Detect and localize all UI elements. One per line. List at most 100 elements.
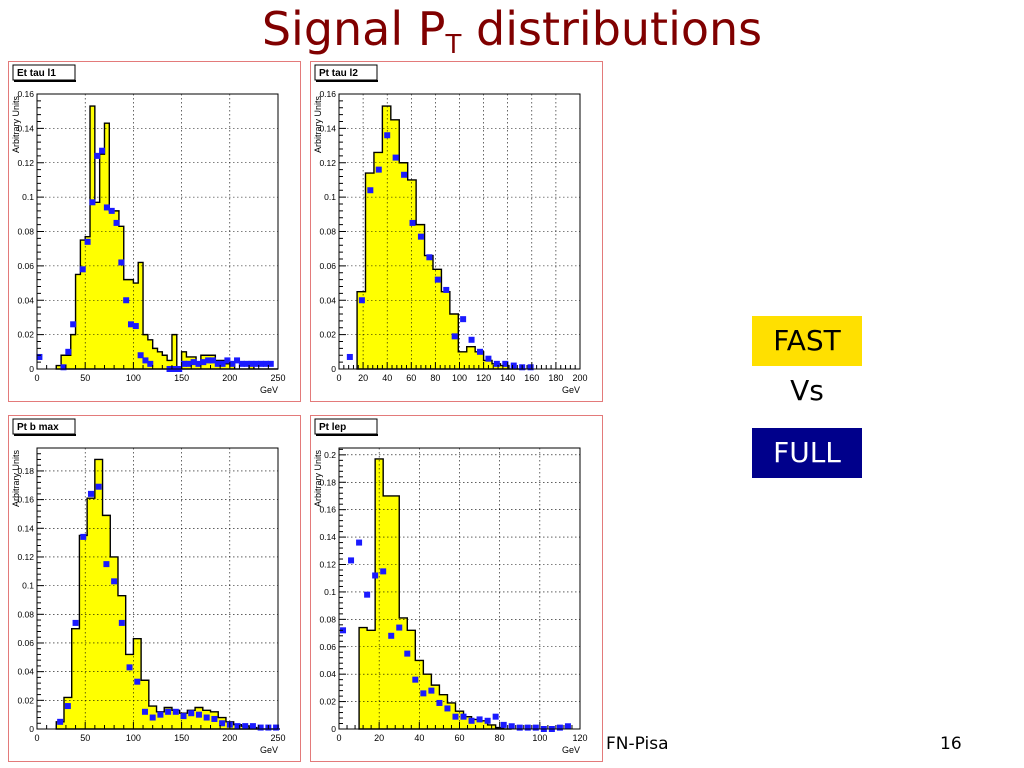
data-point-full (443, 286, 450, 293)
data-point-full (508, 723, 515, 730)
data-point-full (132, 323, 139, 330)
y-tick-label: 0.08 (319, 227, 336, 237)
data-point-full (147, 360, 154, 367)
data-point-full (84, 238, 91, 245)
x-tick-label: 40 (382, 373, 392, 383)
chart-title: Et tau l1 (17, 68, 56, 79)
full-legend-box: FULL (752, 428, 862, 478)
y-tick-label: 0.18 (319, 477, 336, 487)
y-tick-label: 0.14 (319, 532, 336, 542)
x-tick-label: 100 (532, 733, 547, 743)
y-tick-label: 0.02 (319, 330, 336, 340)
x-tick-label: 250 (270, 733, 285, 743)
data-point-full (346, 353, 353, 360)
data-point-full (99, 147, 106, 154)
data-point-full (229, 360, 236, 367)
x-axis-label: GeV (260, 385, 278, 395)
data-point-full (127, 321, 134, 328)
data-point-full (95, 483, 102, 490)
data-point-full (273, 724, 280, 731)
data-point-full (388, 632, 395, 639)
data-point-full (409, 219, 416, 226)
x-tick-label: 120 (572, 733, 587, 743)
x-tick-label: 0 (34, 733, 39, 743)
y-tick-label: 0.12 (17, 158, 34, 168)
y-tick-label: 0.02 (319, 697, 336, 707)
data-point-full (108, 207, 115, 214)
data-point-full (436, 699, 443, 706)
data-point-full (500, 721, 507, 728)
x-tick-label: 200 (572, 373, 587, 383)
data-point-full (209, 357, 216, 364)
y-tick-label: 0.16 (17, 89, 34, 99)
chart-title: Pt tau l2 (319, 68, 358, 79)
data-point-full (195, 711, 202, 718)
data-point-full (141, 708, 148, 715)
x-tick-label: 150 (174, 373, 189, 383)
title-subscript: T (445, 30, 462, 60)
data-point-full (111, 578, 118, 585)
data-point-full (165, 708, 172, 715)
data-point-full (181, 360, 188, 367)
data-point-full (556, 724, 563, 731)
chart-panel-pt-lep: Pt lep 0 20 40 60 80 100 120 0 0.02 0.04 0.06 0.08 0.… (310, 415, 603, 762)
y-tick-label: 0.04 (17, 295, 34, 305)
x-tick-label: 50 (80, 373, 90, 383)
chart-title-box: Et tau l1 (12, 64, 76, 82)
data-point-full (248, 360, 255, 367)
y-tick-label: 0 (331, 724, 336, 734)
data-point-full (380, 568, 387, 575)
y-tick-label: 0.14 (17, 123, 34, 133)
data-point-full (564, 723, 571, 730)
data-point-full (157, 711, 164, 718)
data-point-full (258, 360, 265, 367)
x-axis-label: GeV (260, 745, 278, 755)
y-tick-label: 0.1 (22, 581, 34, 591)
data-point-full (460, 713, 467, 720)
data-point-full (364, 591, 371, 598)
y-tick-label: 0.02 (17, 695, 34, 705)
x-axis-label: GeV (562, 745, 580, 755)
data-point-full (242, 723, 249, 730)
data-point-full (94, 152, 101, 159)
data-point-full (476, 716, 483, 723)
data-point-full (253, 360, 260, 367)
data-point-full (444, 705, 451, 712)
data-point-full (426, 254, 433, 261)
y-tick-label: 0.14 (319, 123, 336, 133)
data-point-full (172, 708, 179, 715)
y-tick-label: 0.2 (324, 450, 336, 460)
data-point-full (57, 718, 64, 725)
y-tick-label: 0.1 (22, 192, 34, 202)
y-tick-label: 0.02 (17, 330, 34, 340)
data-point-full (428, 687, 435, 694)
y-tick-label: 0.04 (319, 295, 336, 305)
data-point-full (118, 259, 125, 266)
chart-pt-lep: Pt lep 0 20 40 60 80 100 120 0 0.02 0.04 0.06 0.08 0.… (313, 418, 588, 755)
data-point-full (417, 233, 424, 240)
data-point-full (203, 714, 210, 721)
data-point-full (532, 724, 539, 731)
y-tick-label: 0.12 (17, 552, 34, 562)
data-point-full (476, 348, 483, 355)
data-point-full (468, 717, 475, 724)
chart-panel-et-tau-l1: Et tau l1 0 50 100 150 200 250 0 0.02 0.04 0.06 0.0… (8, 61, 301, 402)
x-tick-label: 40 (414, 733, 424, 743)
x-tick-label: 150 (174, 733, 189, 743)
x-tick-label: 160 (524, 373, 539, 383)
data-point-full (134, 678, 141, 685)
x-axis-label: GeV (562, 385, 580, 395)
y-tick-label: 0.06 (319, 642, 336, 652)
data-point-full (195, 360, 202, 367)
y-tick-label: 0.14 (17, 523, 34, 533)
page-number: 16 (940, 734, 962, 754)
data-point-full (79, 266, 86, 273)
data-point-full (36, 353, 43, 360)
chart-panel-pt-tau-l2: Pt tau l2 0 20 40 60 80 100 120 140 160 180 200 0 0.0… (310, 61, 603, 402)
y-tick-label: 0.08 (17, 227, 34, 237)
y-tick-label: 0.1 (324, 587, 336, 597)
data-point-full (72, 619, 79, 626)
data-point-full (103, 204, 110, 211)
data-point-full (493, 360, 500, 367)
data-point-full (118, 619, 125, 626)
